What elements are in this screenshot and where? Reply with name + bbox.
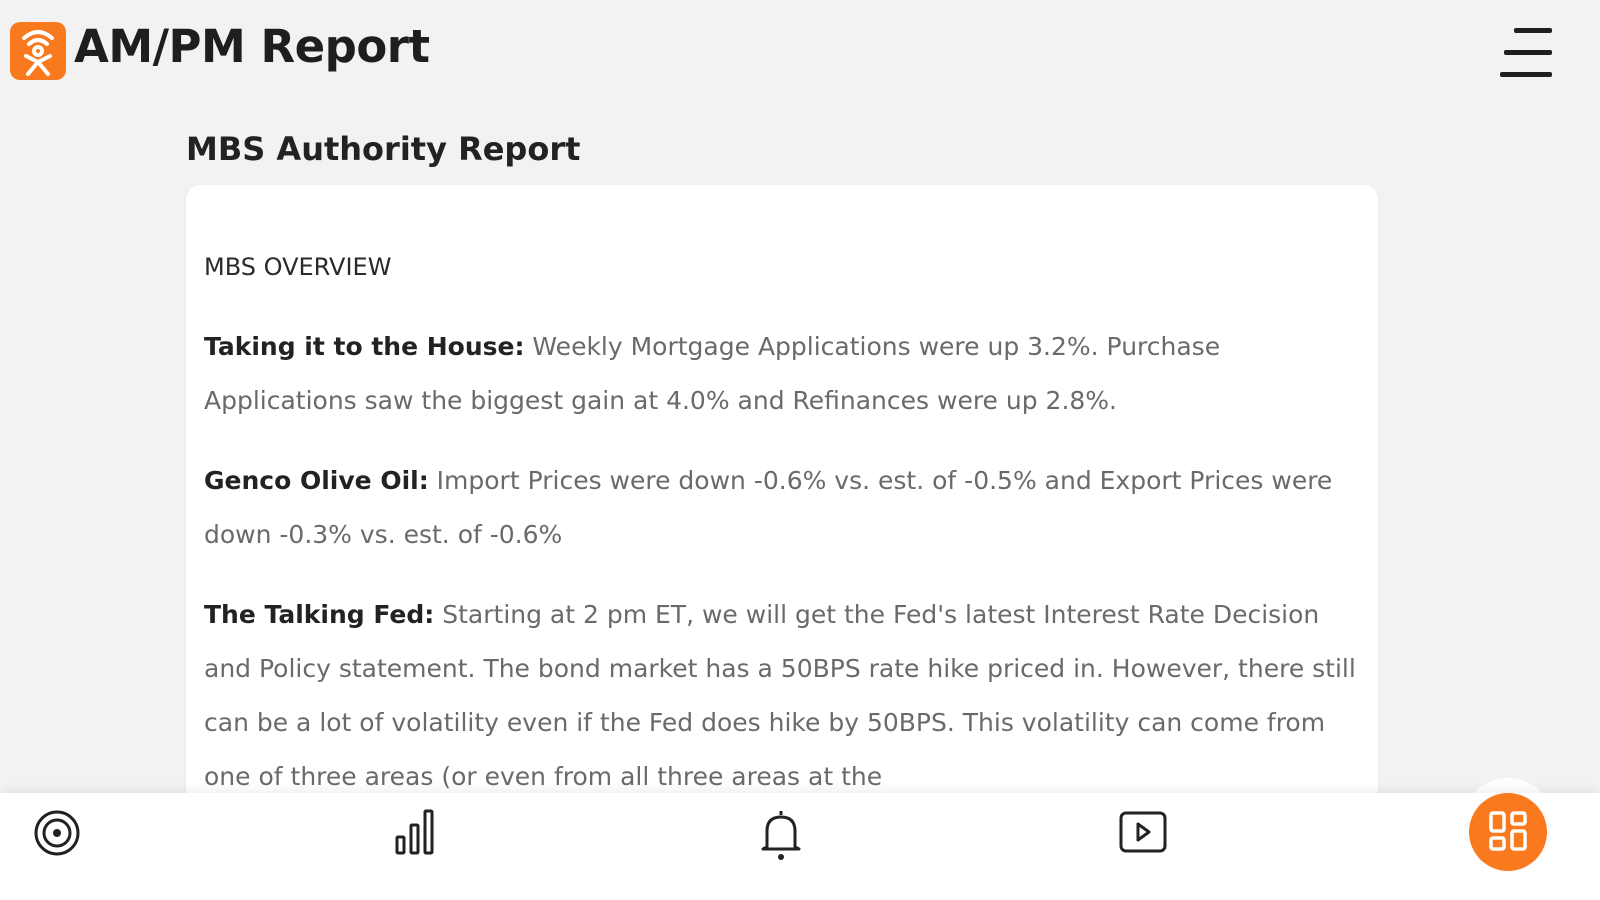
paragraph-label: The Talking Fed: — [204, 600, 435, 629]
paragraph-text: Import Prices were down -0.6% vs. est. o… — [204, 466, 1333, 549]
bar-chart-icon — [395, 809, 434, 855]
play-video-icon — [1119, 811, 1167, 853]
section-title: MBS Authority Report — [186, 130, 581, 168]
bell-icon — [761, 811, 801, 860]
target-icon — [34, 810, 80, 856]
grid-icon — [1489, 811, 1527, 851]
card-heading: MBS OVERVIEW — [204, 253, 392, 281]
app-title: AM/PM Report — [74, 20, 430, 73]
paragraph-label: Genco Olive Oil: — [204, 466, 429, 495]
report-card: MBS OVERVIEW Taking it to the House: Wee… — [186, 185, 1378, 885]
grid-menu-button[interactable] — [1469, 793, 1547, 871]
paragraph-text: Weekly Mortgage Applications were up 3.2… — [204, 332, 1221, 415]
hamburger-menu-icon[interactable] — [1500, 28, 1552, 78]
paragraph-text: Starting at 2 pm ET, we will get the Fed… — [204, 600, 1356, 791]
report-paragraph: Taking it to the House: Weekly Mortgage … — [204, 320, 1360, 428]
nav-target-button[interactable] — [29, 807, 85, 863]
app-logo — [10, 22, 66, 80]
paragraph-label: Taking it to the House: — [204, 332, 525, 361]
bottom-nav — [0, 793, 1600, 900]
nav-video-button[interactable] — [1115, 807, 1171, 863]
report-paragraph: The Talking Fed: Starting at 2 pm ET, we… — [204, 588, 1360, 804]
nav-notifications-button[interactable] — [753, 807, 809, 863]
podcast-person-icon — [22, 30, 54, 76]
nav-charts-button[interactable] — [391, 807, 447, 863]
report-paragraph: Genco Olive Oil: Import Prices were down… — [204, 454, 1360, 562]
